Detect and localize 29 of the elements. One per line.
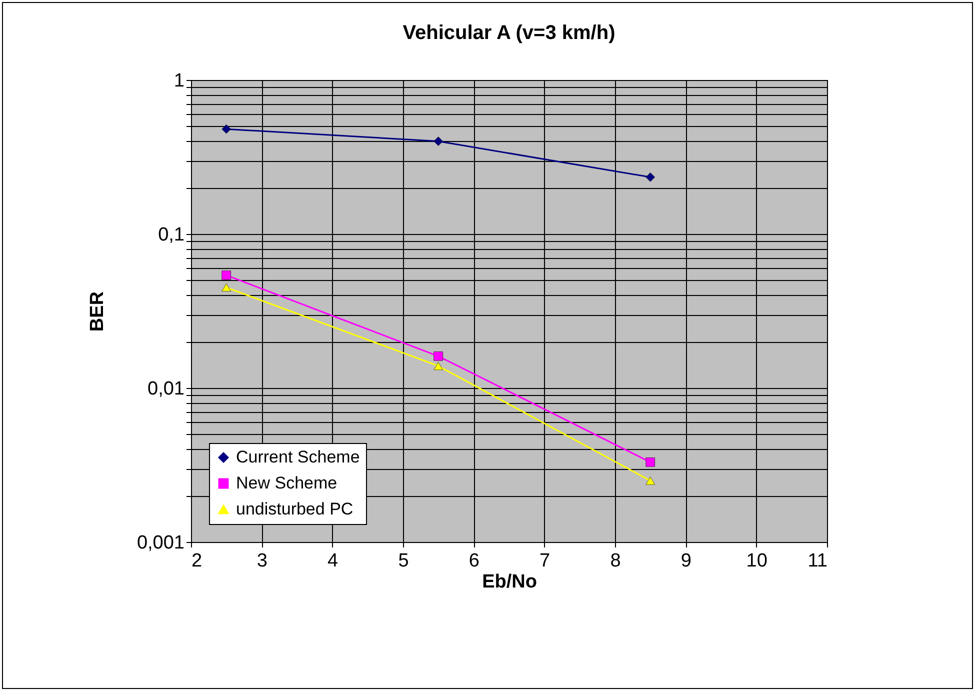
x-tick-label: 4	[328, 550, 339, 572]
x-tick-label: 5	[398, 550, 409, 572]
point	[222, 124, 231, 134]
point	[434, 136, 443, 146]
x-tick-label: 10	[746, 550, 768, 572]
x-tick-label: 2	[192, 550, 202, 572]
y-tick-label: 0,001	[136, 532, 184, 554]
chart-title: Vehicular A (v=3 km/h)	[402, 22, 616, 44]
y-tick-label: 1	[174, 70, 184, 92]
point	[434, 352, 443, 361]
point	[646, 458, 655, 467]
point	[646, 172, 655, 182]
x-tick-label: 11	[808, 550, 828, 572]
legend-label: Current Scheme	[236, 448, 360, 466]
point	[646, 476, 655, 485]
legend-label: undisturbed PC	[236, 500, 354, 518]
point	[222, 270, 231, 280]
x-tick-label: 7	[540, 550, 550, 572]
legend-label: New Scheme	[236, 474, 338, 492]
x-tick-label: 3	[256, 550, 268, 572]
point	[434, 362, 443, 370]
y-axis-title: BER	[86, 291, 108, 332]
x-tick-label: 8	[610, 550, 621, 572]
x-tick-label: 9	[680, 550, 692, 572]
x-axis-title: Eb/No	[482, 572, 537, 592]
x-tick-label: 6	[468, 550, 480, 572]
point	[222, 283, 231, 292]
y-tick-label: 0,01	[148, 378, 184, 400]
y-tick-label: 0,1	[158, 224, 184, 246]
